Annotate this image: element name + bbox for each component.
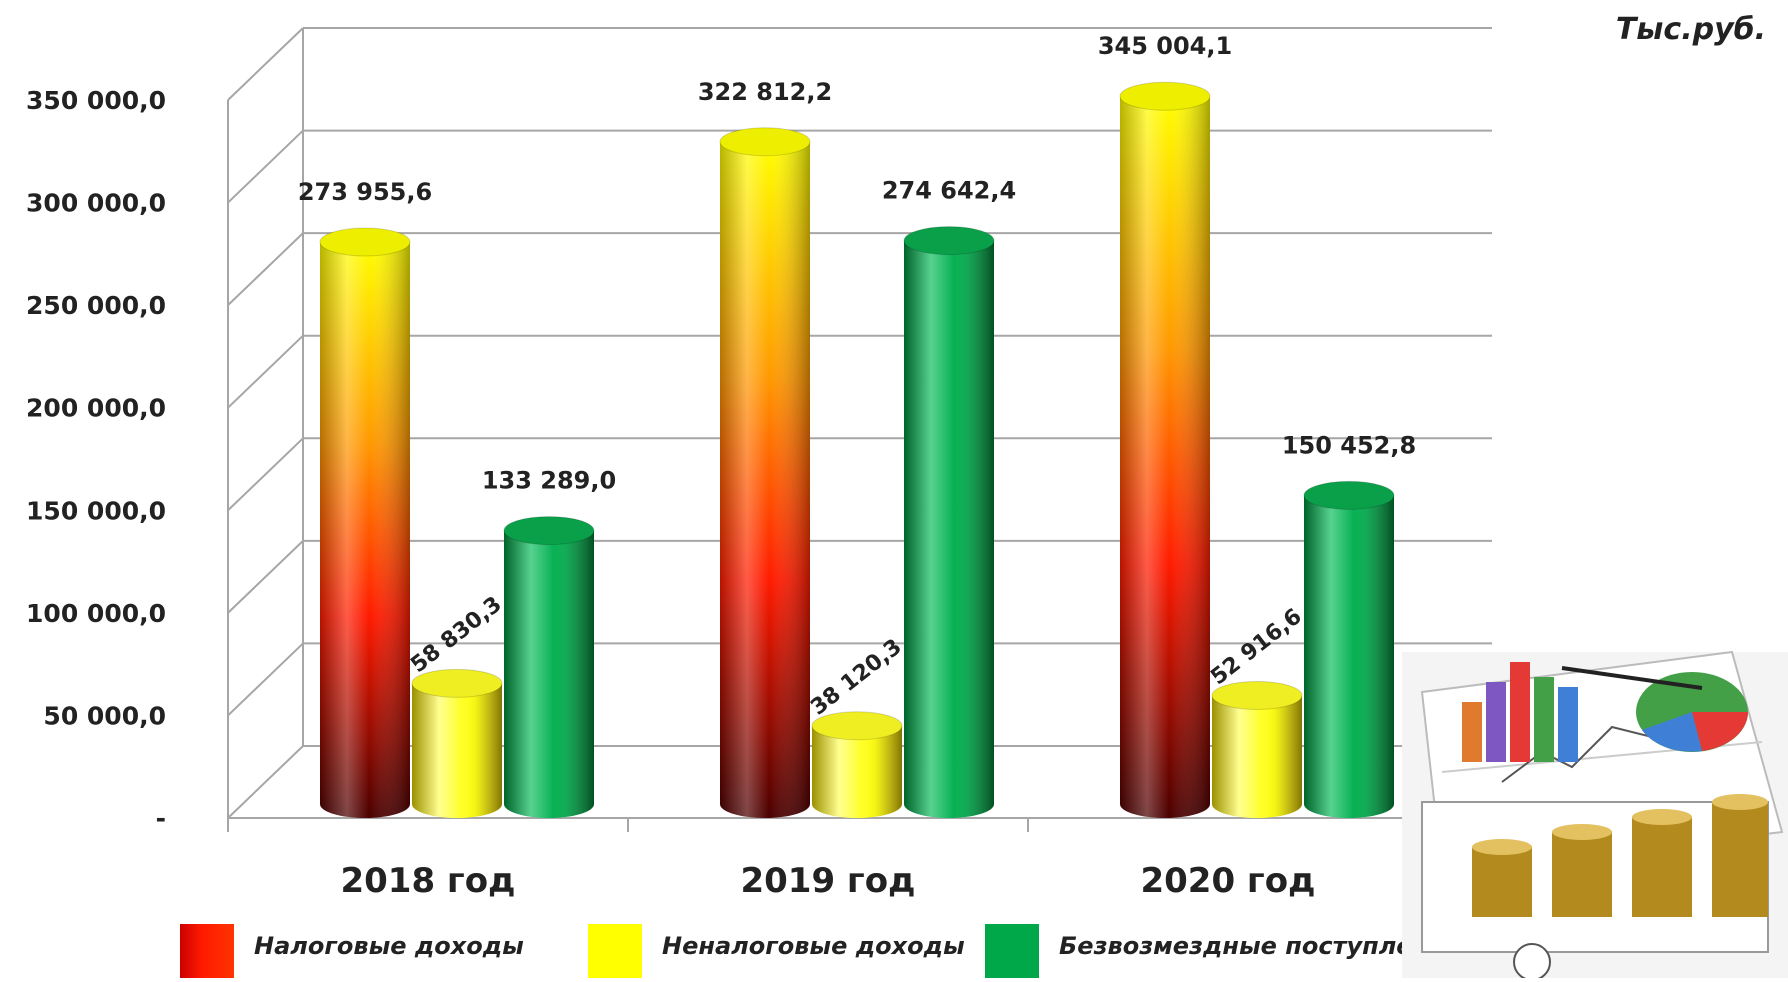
data-label: 52 916,6 [1206,604,1306,690]
data-label: 345 004,1 [1098,32,1232,60]
data-labels: 273 955,6 58 830,3 133 289,0 322 812,2 38 12… [298,32,1416,720]
gridline-diagonal [227,642,304,717]
data-label: 58 830,3 [406,592,506,678]
y-tick-label: 100 000,0 [26,599,166,628]
y-tick-label: 200 000,0 [26,394,166,423]
bar-grants [903,226,995,819]
bar-grants [503,516,595,818]
bar-nontax [411,668,503,818]
y-axis: - 50 000,0 100 000,0 150 000,0 200 000,0 250 … [26,86,166,833]
y-tick-label: 350 000,0 [26,86,166,115]
unit-label: Тыс.руб. [1615,12,1766,47]
x-category-label: 2019 год [740,861,915,901]
gridline-diagonal [227,129,304,204]
bar-grants [1303,480,1395,818]
x-category-label: 2018 год [340,861,515,901]
gridline-diagonal [227,745,304,819]
legend-label-grants: Безвозмездные поступления [1059,932,1462,960]
bar-tax [719,127,811,819]
data-label: 322 812,2 [698,78,832,106]
data-label: 133 289,0 [482,467,616,495]
gridline-diagonal [227,232,304,306]
legend-swatch-nontax [588,924,642,978]
y-tick-label: 50 000,0 [43,701,166,730]
gridline-diagonal [227,437,304,512]
x-axis: 2018 год 2019 год 2020 год [227,818,1429,901]
bar-tax [1119,81,1211,819]
data-label: 38 120,3 [806,634,906,720]
y-tick-label: 150 000,0 [26,496,166,525]
bar-nontax [1211,680,1303,818]
legend-swatch-grants [985,924,1039,978]
y-tick-label: - [156,804,166,833]
legend-swatch-tax [180,924,234,978]
gridlines [227,27,1492,819]
gridline-diagonal [227,334,304,409]
y-tick-label: 300 000,0 [26,189,166,218]
gridline-diagonal [227,27,304,101]
data-label: 274 642,4 [882,177,1016,205]
x-category-label: 2020 год [1140,861,1315,901]
bar-tax [319,227,411,819]
bar-nontax [811,711,903,818]
y-tick-label: 250 000,0 [26,291,166,320]
legend-label-tax: Налоговые доходы [254,932,524,960]
finance-charts-coins-icon [1402,632,1788,981]
legend-label-nontax: Неналоговые доходы [662,932,965,960]
gridline-diagonal [227,540,304,614]
data-label: 150 452,8 [1282,431,1416,459]
data-label: 273 955,6 [298,178,432,206]
bars [319,81,1395,819]
